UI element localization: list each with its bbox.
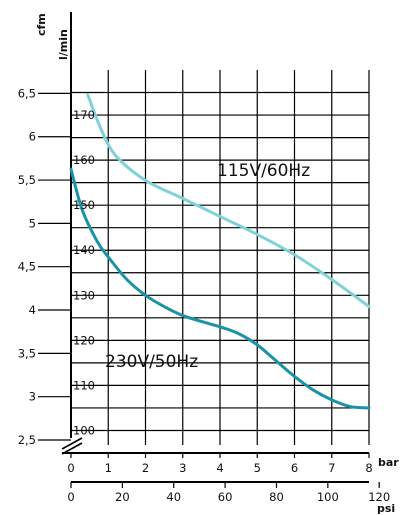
axes <box>38 12 380 488</box>
axis-break-mark <box>61 442 83 455</box>
x2-tick-label: 0 <box>67 490 74 504</box>
y2-tick-label: 4 <box>29 303 36 317</box>
x2-axis-unit-label: psi <box>377 502 395 515</box>
y2-tick-label: 4,5 <box>18 260 36 274</box>
x-axis-unit-label: bar <box>378 456 399 469</box>
x-tick-label: 8 <box>365 461 372 475</box>
x-tick-label: 3 <box>179 461 186 475</box>
y2-tick-label: 3 <box>29 390 36 404</box>
series-label-115v: 115V/60Hz <box>217 161 310 181</box>
y-tick-label: 170 <box>73 108 95 122</box>
series-line-1 <box>69 167 371 410</box>
y-tick-label: 160 <box>73 153 95 167</box>
x2-tick-label: 120 <box>368 490 390 504</box>
x-tick-label: 0 <box>67 461 74 475</box>
x2-tick-label: 100 <box>317 490 339 504</box>
y-tick-label: 140 <box>73 243 95 257</box>
plot-grid <box>71 70 370 445</box>
series-lines <box>69 93 371 410</box>
x-tick-label: 7 <box>328 461 335 475</box>
x-tick-label: 1 <box>105 461 112 475</box>
x-tick-label: 5 <box>254 461 261 475</box>
x2-tick-label: 60 <box>218 490 233 504</box>
y2-tick-label: 6 <box>29 130 36 144</box>
axis-labels: cfm l/min bar psi 115V/60Hz 230V/50Hz 10… <box>18 13 400 515</box>
x-tick-label: 2 <box>142 461 149 475</box>
y2-axis-unit-label: cfm <box>35 13 48 36</box>
y-tick-label: 100 <box>73 423 95 437</box>
y-tick-label: 110 <box>73 378 95 392</box>
y-tick-label: 130 <box>73 288 95 302</box>
x2-tick-label: 20 <box>115 490 130 504</box>
y2-tick-label: 3,5 <box>18 346 36 360</box>
series-line-0 <box>86 93 371 309</box>
x2-tick-label: 80 <box>269 490 284 504</box>
y2-tick-label: 6,5 <box>18 86 36 100</box>
y2-tick-label: 2,5 <box>18 433 36 447</box>
y-tick-label: 120 <box>73 333 95 347</box>
axis-break-mark <box>61 437 83 450</box>
y-axis-unit-label: l/min <box>57 29 70 60</box>
y-tick-label: 150 <box>73 198 95 212</box>
x-tick-label: 6 <box>291 461 298 475</box>
y2-tick-label: 5 <box>29 216 36 230</box>
series-label-230v: 230V/50Hz <box>105 352 198 372</box>
x-tick-label: 4 <box>216 461 223 475</box>
y2-tick-label: 5,5 <box>18 173 36 187</box>
x2-tick-label: 40 <box>166 490 181 504</box>
